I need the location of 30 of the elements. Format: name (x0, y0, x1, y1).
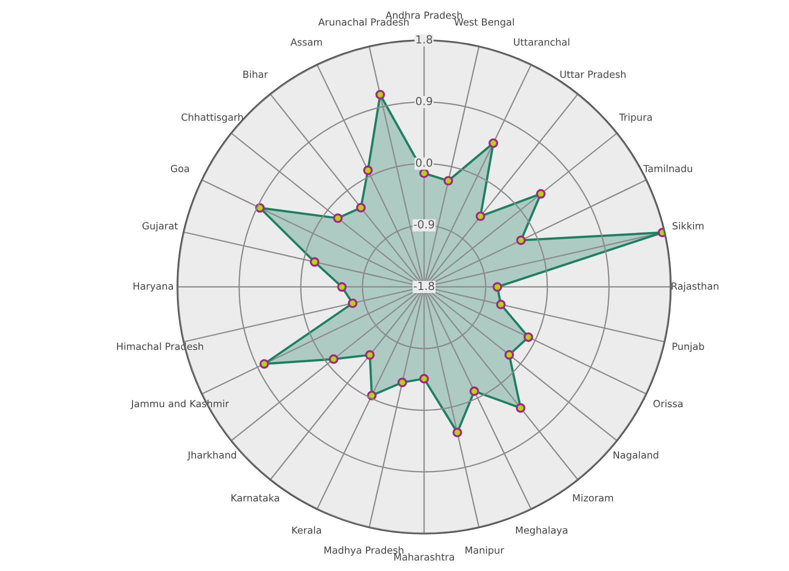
spoke-label: Mizoram (573, 494, 613, 502)
y-tick-label: 0.9 (416, 96, 432, 106)
spoke-label: Punjab (672, 342, 704, 352)
spoke-label: Manipur (466, 546, 504, 556)
y-tick-label: 1.8 (416, 35, 432, 44)
spoke-label: Bihar (243, 70, 268, 78)
spoke-label: Sikkim (672, 222, 704, 230)
spoke-label: Assam (290, 38, 322, 46)
spoke-label: Nagaland (614, 451, 658, 461)
spoke-label: Arunachal Pradesh (318, 18, 409, 26)
spoke-label: Haryana (134, 282, 173, 292)
spoke-label: Karnataka (232, 494, 279, 502)
y-tick-label: 0.0 (416, 158, 432, 167)
spoke-label: Orissa (653, 400, 682, 408)
spoke-label: Uttar Pradesh (560, 70, 626, 78)
spoke-label: Rajasthan (672, 282, 718, 292)
spoke-label: West Bengal (454, 18, 514, 28)
spoke-label: Tripura (619, 113, 652, 123)
y-tick-label: -0.9 (414, 220, 434, 229)
spoke-label: Goa (170, 164, 189, 172)
spoke-label: Andhra Pradesh (386, 11, 462, 19)
spoke-label: Chhattisgarh (182, 113, 243, 123)
spoke-label: Meghalaya (516, 526, 568, 536)
spoke-label: Tamilnadu (643, 164, 692, 172)
spoke-label: Kerala (292, 526, 321, 534)
spoke-label: Uttaranchal (514, 38, 570, 46)
spoke-label: Gujarat (142, 222, 178, 232)
spoke-label: Jharkhand (187, 451, 236, 460)
spoke-label: Maharashtra (394, 553, 454, 561)
y-tick-label: -1.8 (414, 282, 434, 290)
